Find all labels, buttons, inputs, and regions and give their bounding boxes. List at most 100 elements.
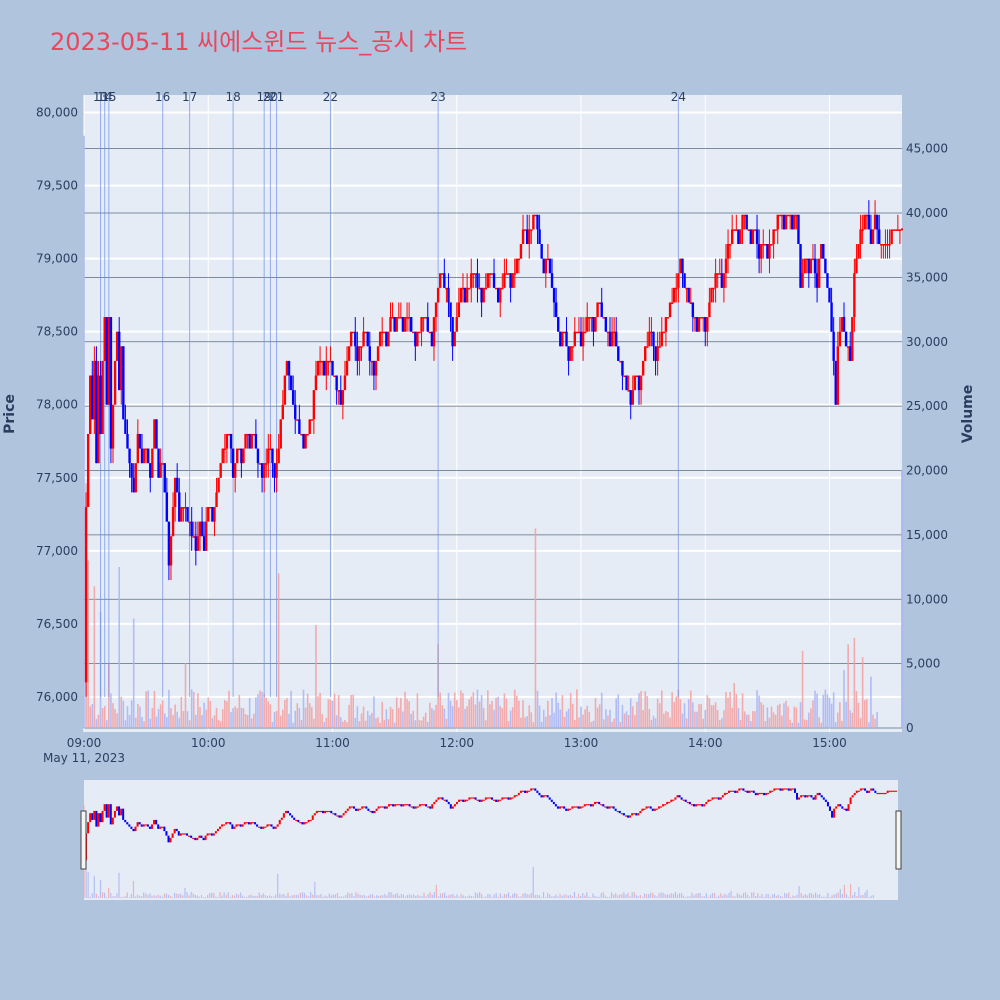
preview-volume-bar	[143, 892, 145, 898]
candle-body	[347, 346, 351, 361]
preview-volume-bar	[91, 893, 93, 898]
preview-candle	[600, 804, 603, 806]
preview-volume-bar	[536, 894, 538, 898]
preview-candle	[744, 790, 747, 792]
volume-bar	[783, 703, 785, 728]
volume-bar	[402, 711, 404, 728]
preview-candle	[723, 792, 726, 796]
candle-body	[675, 287, 678, 290]
preview-candle	[293, 817, 296, 820]
volume-axis-title: Volume	[960, 385, 976, 444]
preview-candle	[344, 810, 347, 814]
preview-volume-bar	[497, 896, 499, 898]
candle-body	[113, 360, 117, 405]
candle-body	[291, 390, 295, 405]
candle-body	[101, 360, 104, 434]
preview-candle	[835, 806, 838, 809]
preview-candle	[460, 799, 463, 801]
candle-body	[306, 433, 309, 436]
preview-volume-bar	[101, 892, 104, 898]
preview-candle	[91, 813, 94, 820]
volume-bar	[716, 709, 719, 728]
volume-bar	[667, 712, 669, 728]
preview-volume-bar	[530, 893, 532, 898]
preview-candle	[674, 797, 677, 800]
candle-body	[378, 331, 382, 347]
preview-volume-bar	[773, 893, 775, 898]
preview-candle	[307, 819, 310, 823]
candle-body	[853, 273, 856, 318]
preview-volume-bar	[736, 893, 738, 898]
candle-body	[766, 244, 769, 259]
candle-body	[461, 287, 465, 290]
candle-body	[364, 331, 367, 334]
volume-bar	[723, 710, 725, 728]
range-slider[interactable]	[84, 780, 898, 900]
range-slider-left-handle[interactable]	[80, 810, 87, 870]
volume-bar	[547, 700, 549, 728]
preview-volume-bar	[316, 895, 318, 898]
preview-volume-bar	[652, 892, 654, 898]
preview-candle	[429, 806, 432, 809]
preview-candle	[750, 790, 753, 792]
preview-candle	[243, 822, 246, 825]
preview-candle	[499, 799, 502, 801]
preview-candle	[295, 819, 298, 822]
volume-bar	[638, 693, 640, 728]
preview-candle	[556, 806, 559, 809]
candle-body	[494, 287, 498, 290]
preview-candle	[874, 790, 877, 793]
candle-body	[345, 360, 349, 376]
preview-candle	[828, 806, 831, 811]
preview-volume-bar	[415, 895, 417, 898]
preview-volume-bar	[394, 894, 396, 898]
candle-body	[536, 214, 539, 230]
volume-bar	[692, 702, 694, 728]
candle-body	[809, 258, 813, 274]
candle-body	[128, 448, 131, 464]
preview-volume-bar	[95, 893, 97, 898]
candle-body	[372, 360, 376, 376]
preview-volume-bar	[264, 895, 266, 898]
preview-volume-bar	[571, 895, 573, 898]
volume-bar	[865, 699, 868, 728]
candle-body	[144, 448, 148, 451]
preview-volume-bar	[619, 894, 621, 898]
preview-volume-bar	[481, 894, 483, 898]
preview-volume-bar	[462, 895, 464, 898]
volume-bar	[555, 692, 557, 728]
candle-body	[832, 331, 835, 361]
preview-volume-bar	[186, 892, 188, 898]
preview-volume-bar	[279, 893, 281, 898]
preview-volume-bar	[817, 894, 819, 898]
candle-body	[515, 258, 519, 274]
candle-body	[720, 273, 724, 288]
candle-body	[422, 317, 425, 319]
preview-candle	[134, 826, 137, 832]
volume-bar	[901, 470, 903, 728]
candle-body	[623, 375, 626, 378]
preview-volume-bar	[489, 894, 491, 898]
preview-volume-bar	[724, 893, 726, 898]
candle-body	[296, 419, 299, 421]
volume-bar	[298, 708, 301, 728]
range-slider-right-handle[interactable]	[895, 810, 902, 870]
preview-volume-bar	[592, 893, 594, 898]
preview-volume-bar	[738, 894, 740, 898]
candle-body	[878, 229, 881, 245]
candle-body	[873, 214, 877, 230]
preview-candle	[565, 808, 568, 811]
volume-bar	[395, 697, 398, 728]
candle-body	[824, 258, 827, 274]
candle-body	[310, 419, 313, 421]
preview-candle	[493, 799, 496, 801]
preview-candle	[592, 804, 595, 807]
volume-bar	[429, 702, 431, 728]
preview-volume-bar	[324, 895, 326, 898]
candle-body	[780, 214, 784, 217]
preview-volume-bar	[839, 888, 841, 898]
preview-volume-bar	[765, 894, 767, 898]
preview-candle	[357, 808, 360, 811]
volume-bar	[95, 718, 98, 728]
preview-volume-bar	[565, 894, 567, 898]
